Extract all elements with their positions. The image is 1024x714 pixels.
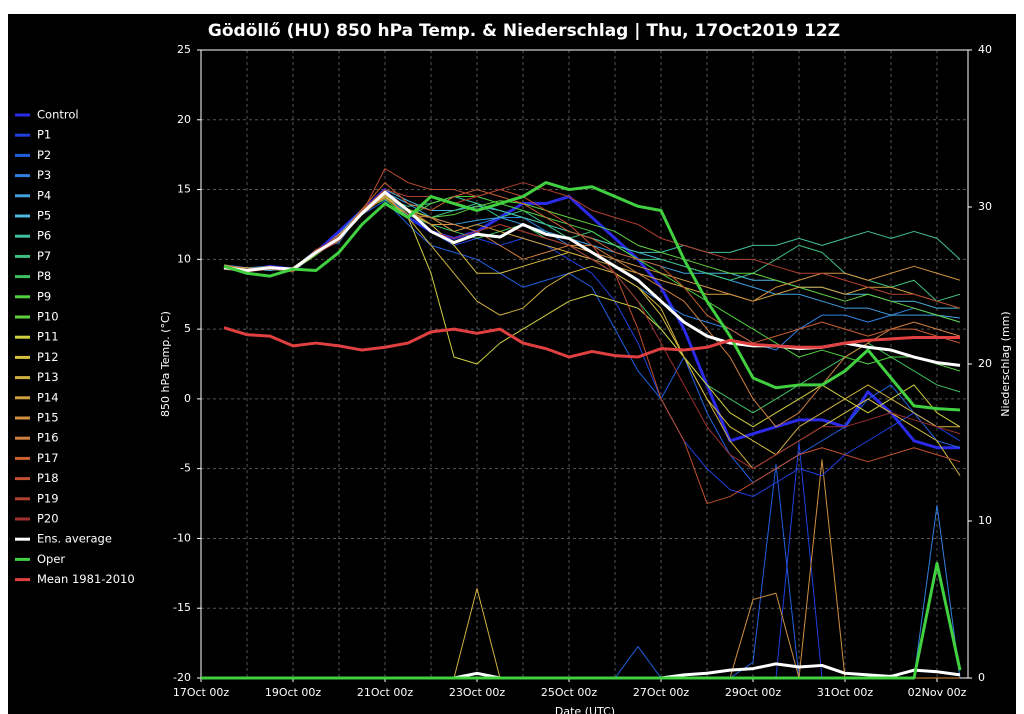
legend-label: P3 — [37, 168, 51, 182]
y-tick-label: -5 — [180, 462, 191, 475]
precip-line — [201, 561, 962, 680]
x-tick-label: 29Oct 00z — [725, 686, 782, 699]
legend-label: Mean 1981-2010 — [37, 572, 135, 586]
legend-label: P15 — [37, 411, 59, 425]
legend-label: P7 — [37, 249, 51, 263]
legend-label: P19 — [37, 491, 59, 505]
background — [8, 14, 1016, 714]
legend-label: P17 — [37, 451, 59, 465]
legend-label: P1 — [37, 128, 51, 142]
y-tick-label: 15 — [177, 183, 191, 196]
legend-label: P11 — [37, 330, 59, 344]
x-tick-label: 25Oct 00z — [541, 686, 598, 699]
x-tick-label: 21Oct 00z — [357, 686, 414, 699]
legend-label: P13 — [37, 370, 59, 384]
legend-label: P9 — [37, 289, 51, 303]
legend-label: P16 — [37, 431, 59, 445]
y-tick-label: 0 — [184, 392, 191, 405]
y-axis-label: 850 hPa Temp. (°C) — [159, 311, 172, 417]
x-tick-label: 02Nov 00z — [908, 686, 967, 699]
x-tick-label: 31Oct 00z — [817, 686, 874, 699]
legend-label: P2 — [37, 148, 51, 162]
temp-line — [223, 188, 960, 450]
temp-line — [223, 181, 961, 412]
temp-line — [223, 182, 961, 344]
x-tick-label: 19Oct 00z — [265, 686, 322, 699]
y-tick-label: 5 — [184, 322, 191, 335]
y2-tick-label: 40 — [978, 43, 992, 56]
y-tick-label: -15 — [173, 601, 191, 614]
legend-label: P4 — [37, 188, 51, 202]
chart-title: Gödöllő (HU) 850 hPa Temp. & Niederschla… — [208, 21, 840, 41]
legend-label: Oper — [37, 552, 65, 566]
legend-label: P14 — [37, 390, 59, 404]
legend-label: P18 — [37, 471, 59, 485]
legend-label: Ens. average — [37, 532, 112, 546]
legend-label: P8 — [37, 269, 51, 283]
x-tick-label: 27Oct 00z — [633, 686, 690, 699]
y2-axis-label: Niederschlag (mm) — [999, 311, 1012, 416]
x-tick-label: 17Oct 00z — [173, 686, 230, 699]
x-tick-label: 23Oct 00z — [449, 686, 506, 699]
y2-tick-label: 20 — [978, 357, 992, 370]
legend-label: P12 — [37, 350, 59, 364]
legend-label: P20 — [37, 512, 59, 526]
legend-label: P6 — [37, 229, 51, 243]
y2-tick-label: 0 — [978, 671, 985, 684]
x-axis-label: Date (UTC) — [555, 705, 615, 714]
y-tick-label: 10 — [177, 252, 191, 265]
y-tick-label: -10 — [173, 531, 191, 544]
legend-label: P10 — [37, 310, 59, 324]
y-tick-label: -20 — [173, 671, 191, 684]
legend-label: Control — [37, 108, 79, 122]
y-tick-label: 25 — [177, 43, 191, 56]
temp-line — [223, 326, 960, 359]
y2-tick-label: 30 — [978, 200, 992, 213]
legend-label: P5 — [37, 209, 51, 223]
y-tick-label: 20 — [177, 113, 191, 126]
y2-tick-label: 10 — [978, 514, 992, 527]
